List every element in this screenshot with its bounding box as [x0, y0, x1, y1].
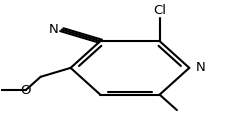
Text: O: O — [20, 84, 31, 97]
Text: N: N — [196, 61, 205, 74]
Text: N: N — [48, 23, 58, 36]
Text: Cl: Cl — [153, 4, 166, 17]
